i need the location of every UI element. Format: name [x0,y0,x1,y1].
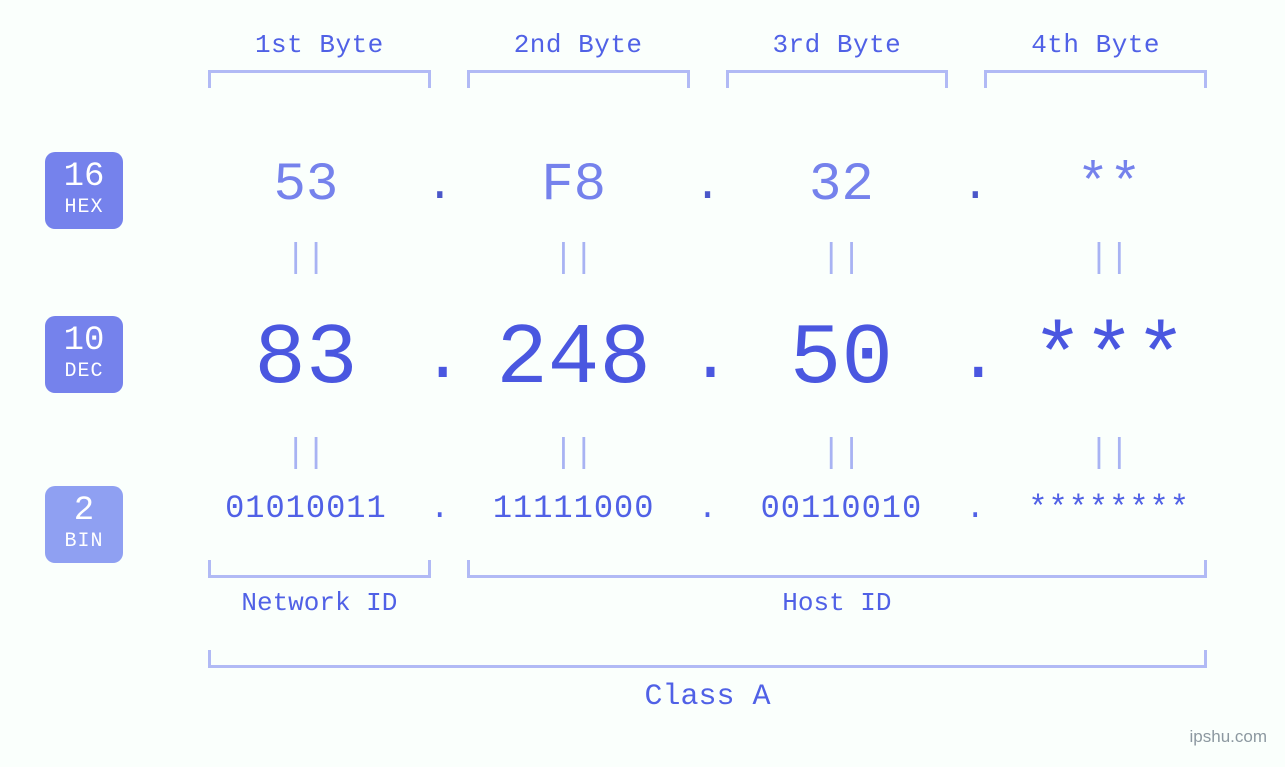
bracket-top-2 [467,70,690,88]
badge-bin: 2 BIN [45,486,123,563]
dot: . [957,490,993,527]
dot: . [422,160,458,212]
dot: . [957,160,993,212]
equals-icon: || [993,240,1225,278]
class-row: Class A [190,650,1225,714]
hex-byte-4: ** [993,155,1225,216]
hex-byte-2: F8 [458,155,690,216]
badge-hex: 16 HEX [45,152,123,229]
equals-icon: || [726,240,958,278]
dot: . [690,160,726,212]
badge-dec-name: DEC [45,360,123,383]
bracket-top-3 [726,70,949,88]
badge-hex-base: 16 [45,160,123,194]
bin-byte-4: ******** [993,490,1225,527]
dot: . [690,320,726,399]
dot: . [690,490,726,527]
equals-icon: || [190,435,422,473]
equals-icon: || [190,240,422,278]
network-id-label: Network ID [190,588,449,618]
dec-byte-2: 248 [458,310,690,408]
bracket-host [467,560,1207,578]
byte-label-4: 4th Byte [966,30,1225,60]
byte-headers: 1st Byte 2nd Byte 3rd Byte 4th Byte [190,30,1225,88]
dot: . [957,320,993,399]
badge-hex-name: HEX [45,196,123,219]
bracket-top-4 [984,70,1207,88]
dot: . [422,320,458,399]
badge-bin-name: BIN [45,530,123,553]
equals-row-1: || || || || [190,240,1225,278]
equals-icon: || [458,240,690,278]
bracket-top-1 [208,70,431,88]
equals-icon: || [993,435,1225,473]
byte-label-3: 3rd Byte [708,30,967,60]
byte-label-2: 2nd Byte [449,30,708,60]
badge-dec: 10 DEC [45,316,123,393]
bin-byte-3: 00110010 [726,490,958,527]
host-id-label: Host ID [449,588,1225,618]
badge-dec-base: 10 [45,324,123,358]
bracket-class [208,650,1207,668]
dec-byte-3: 50 [726,310,958,408]
hex-byte-3: 32 [726,155,958,216]
bracket-network [208,560,431,578]
hex-row: 53 . F8 . 32 . ** [190,155,1225,216]
dec-byte-1: 83 [190,310,422,408]
hex-byte-1: 53 [190,155,422,216]
class-label: Class A [190,680,1225,714]
bin-byte-2: 11111000 [458,490,690,527]
dot: . [422,490,458,527]
equals-icon: || [458,435,690,473]
bin-byte-1: 01010011 [190,490,422,527]
watermark: ipshu.com [1190,727,1267,747]
badge-bin-base: 2 [45,494,123,528]
id-row: Network ID Host ID [190,560,1225,618]
byte-label-1: 1st Byte [190,30,449,60]
equals-row-2: || || || || [190,435,1225,473]
dec-byte-4: *** [993,310,1225,408]
equals-icon: || [726,435,958,473]
dec-row: 83 . 248 . 50 . *** [190,310,1225,408]
bin-row: 01010011 . 11111000 . 00110010 . *******… [190,490,1225,527]
